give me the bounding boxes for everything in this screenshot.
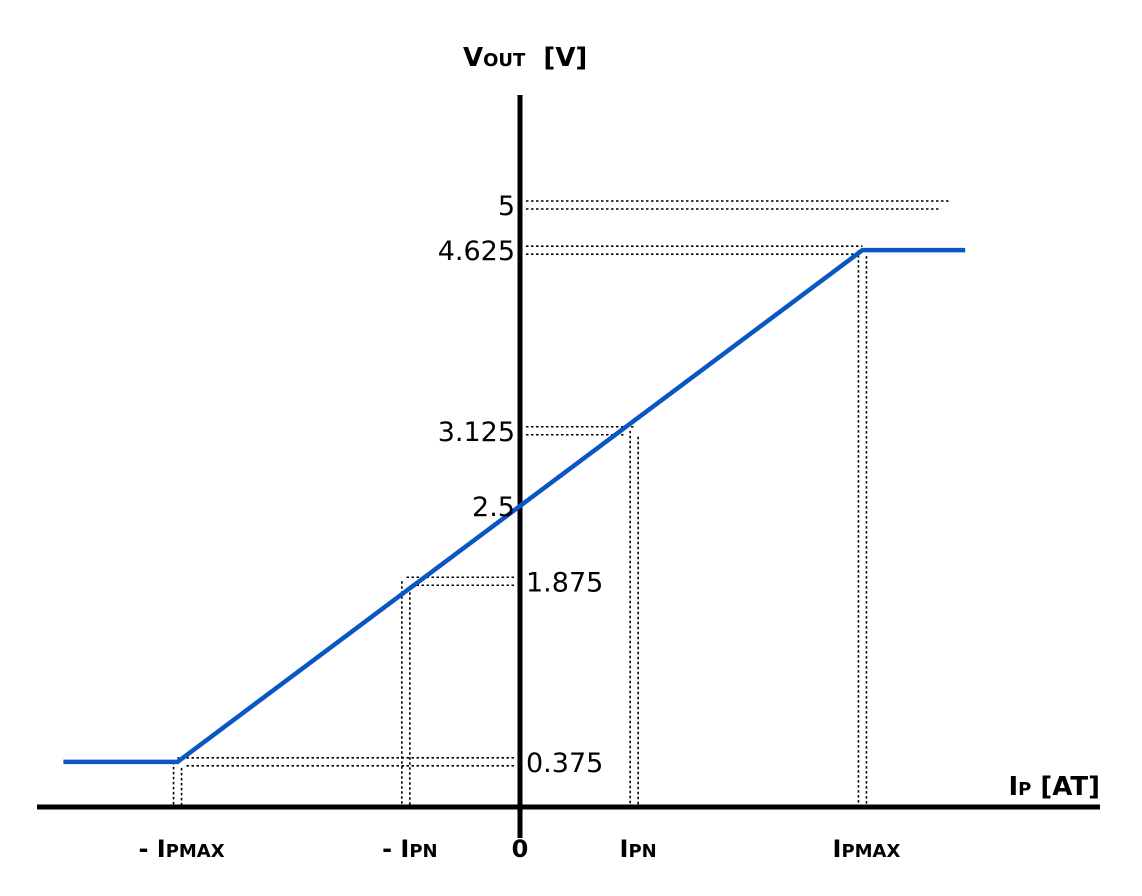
y-tick-label-0-375: 0.375 xyxy=(526,748,603,779)
y-axis-title: VOUT [V] xyxy=(463,43,587,73)
x-tick-label-zero: 0 xyxy=(512,835,529,863)
y-tick-label-5: 5 xyxy=(498,191,515,222)
axes xyxy=(37,95,1100,838)
x-tick-label-neg_ipn: - IPN xyxy=(382,835,438,863)
x-tick-label-neg_ipmax: - IPMAX xyxy=(138,835,224,863)
series-layer xyxy=(63,247,966,765)
y-tick-label-2-5: 2.5 xyxy=(472,492,515,523)
y-tick-label-3-125: 3.125 xyxy=(438,417,515,448)
tick-labels: 5 4.625 3.125 2.5 1.875 0.375 - IPMAX - IPN 0 IPN… xyxy=(138,43,1100,863)
y-tick-label-4-625: 4.625 xyxy=(438,236,515,267)
x-axis-title: IP [AT] xyxy=(1008,772,1100,802)
x-tick-label-ipn: IPN xyxy=(620,835,657,863)
guide-lines xyxy=(172,200,950,805)
x-tick-label-ipmax: IPMAX xyxy=(833,835,901,863)
series-line-vout xyxy=(63,247,966,765)
y-tick-label-1-875: 1.875 xyxy=(526,567,603,598)
